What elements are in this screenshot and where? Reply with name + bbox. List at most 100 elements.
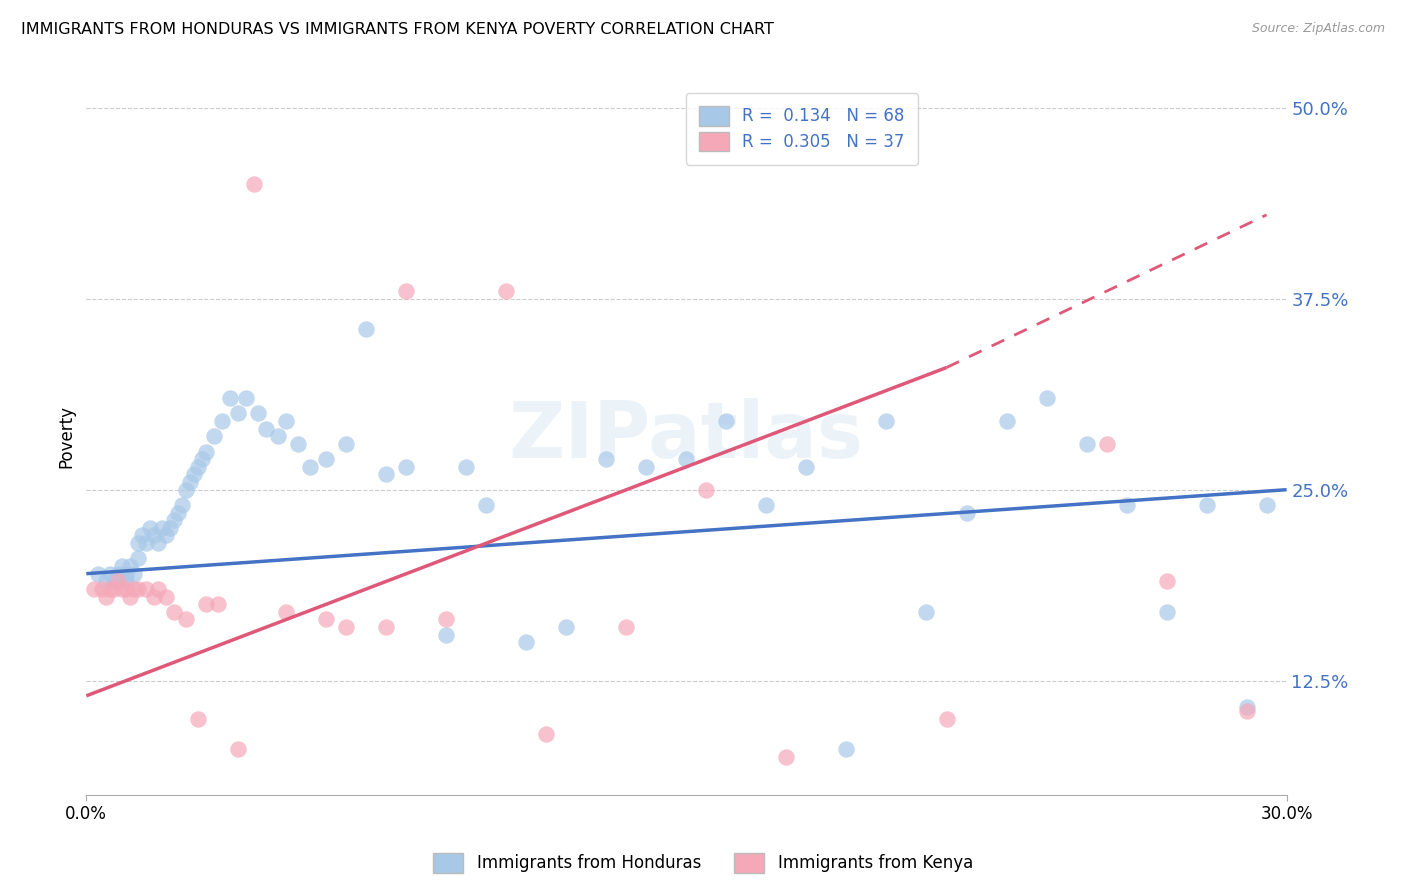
Point [150, 521, 173, 535]
Point [219, 391, 242, 405]
Point [955, 506, 977, 520]
Point [96, 590, 118, 604]
Point [434, 612, 457, 626]
Point [91, 582, 114, 596]
Point [83, 582, 105, 596]
Point [755, 498, 778, 512]
Point [143, 528, 166, 542]
Point [1156, 605, 1178, 619]
Point [187, 459, 209, 474]
Point [1156, 574, 1178, 589]
Legend: R =  0.134   N = 68, R =  0.305   N = 37: R = 0.134 N = 68, R = 0.305 N = 37 [686, 93, 918, 165]
Point [1095, 437, 1118, 451]
Point [139, 521, 162, 535]
Point [111, 559, 134, 574]
Point [195, 597, 218, 611]
Point [1256, 498, 1278, 512]
Point [155, 590, 177, 604]
Point [127, 536, 149, 550]
Point [148, 582, 170, 596]
Point [287, 437, 309, 451]
Point [115, 574, 138, 589]
Point [127, 551, 149, 566]
Point [172, 498, 194, 512]
Point [495, 284, 517, 298]
Point [202, 429, 225, 443]
Point [935, 712, 957, 726]
Point [475, 498, 498, 512]
Point [434, 628, 457, 642]
Point [356, 322, 378, 336]
Point [167, 506, 190, 520]
Point [515, 635, 537, 649]
Point [124, 582, 146, 596]
Point [315, 612, 337, 626]
Point [159, 521, 181, 535]
Point [335, 620, 357, 634]
Point [228, 406, 250, 420]
Legend: Immigrants from Honduras, Immigrants from Kenya: Immigrants from Honduras, Immigrants fro… [426, 847, 980, 880]
Text: Source: ZipAtlas.com: Source: ZipAtlas.com [1251, 22, 1385, 36]
Point [191, 452, 214, 467]
Point [176, 612, 198, 626]
Point [127, 582, 149, 596]
Point [183, 467, 205, 482]
Point [243, 178, 266, 192]
Point [228, 742, 250, 756]
Point [835, 742, 858, 756]
Point [796, 459, 818, 474]
Point [124, 566, 146, 581]
Point [103, 574, 125, 589]
Point [395, 459, 418, 474]
Point [276, 605, 298, 619]
Point [96, 574, 118, 589]
Point [267, 429, 290, 443]
Point [120, 559, 142, 574]
Point [915, 605, 938, 619]
Point [179, 475, 201, 489]
Point [135, 536, 157, 550]
Point [1236, 704, 1258, 718]
Point [187, 712, 209, 726]
Point [375, 467, 398, 482]
Point [315, 452, 337, 467]
Point [115, 582, 138, 596]
Point [616, 620, 638, 634]
Point [716, 414, 738, 428]
Point [207, 597, 229, 611]
Point [1035, 391, 1057, 405]
Point [375, 620, 398, 634]
Point [135, 582, 157, 596]
Point [131, 528, 153, 542]
Point [995, 414, 1018, 428]
Text: IMMIGRANTS FROM HONDURAS VS IMMIGRANTS FROM KENYA POVERTY CORRELATION CHART: IMMIGRANTS FROM HONDURAS VS IMMIGRANTS F… [21, 22, 773, 37]
Point [536, 727, 558, 741]
Point [176, 483, 198, 497]
Point [247, 406, 270, 420]
Point [876, 414, 898, 428]
Point [211, 414, 233, 428]
Point [155, 528, 177, 542]
Point [1236, 699, 1258, 714]
Point [675, 452, 697, 467]
Point [103, 582, 125, 596]
Point [335, 437, 357, 451]
Point [111, 582, 134, 596]
Point [1076, 437, 1098, 451]
Point [163, 513, 186, 527]
Point [143, 590, 166, 604]
Point [299, 459, 322, 474]
Point [163, 605, 186, 619]
Point [555, 620, 578, 634]
Point [1195, 498, 1218, 512]
Point [276, 414, 298, 428]
Point [148, 536, 170, 550]
Y-axis label: Poverty: Poverty [58, 405, 75, 467]
Point [395, 284, 418, 298]
Point [695, 483, 717, 497]
Point [235, 391, 257, 405]
Point [254, 422, 277, 436]
Point [456, 459, 478, 474]
Point [87, 566, 110, 581]
Point [195, 444, 218, 458]
